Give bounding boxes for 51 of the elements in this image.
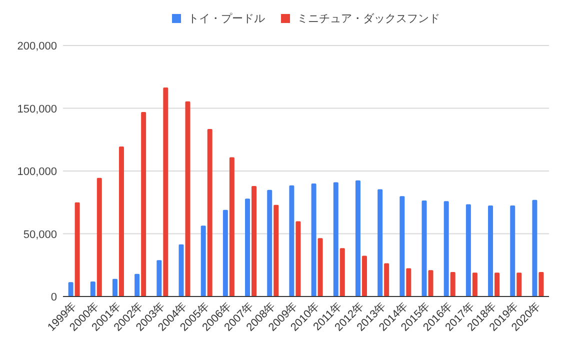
bar xyxy=(222,210,228,296)
bar xyxy=(200,226,206,296)
legend-label: ミニチュア・ダックスフンド xyxy=(297,13,440,25)
bar xyxy=(538,272,544,296)
bar xyxy=(355,180,360,296)
bar xyxy=(378,189,383,296)
y-tick-label: 100,000 xyxy=(17,166,57,178)
bar xyxy=(311,184,316,296)
legend-label: トイ・プードル xyxy=(188,12,265,25)
bar xyxy=(252,186,257,296)
bar xyxy=(340,248,345,296)
bar xyxy=(428,270,434,296)
bar xyxy=(229,157,234,296)
bar xyxy=(472,272,478,296)
bar xyxy=(267,190,272,296)
bar xyxy=(156,260,162,296)
bar xyxy=(112,278,118,296)
bar xyxy=(466,204,471,296)
bar xyxy=(90,281,96,296)
bar xyxy=(185,101,190,296)
y-tick-label: 0 xyxy=(50,292,57,304)
bar xyxy=(422,200,427,296)
bar xyxy=(494,272,500,296)
bar xyxy=(118,146,124,296)
y-tick-label: 200,000 xyxy=(17,40,57,52)
bar xyxy=(333,182,338,296)
bar xyxy=(532,200,538,296)
bar xyxy=(400,196,405,296)
bar xyxy=(207,128,212,296)
bar xyxy=(274,204,279,296)
bar xyxy=(488,206,494,296)
bar xyxy=(245,198,250,296)
y-tick-label: 150,000 xyxy=(17,103,57,116)
bar xyxy=(362,256,367,296)
bar xyxy=(444,201,449,296)
y-tick-label: 50,000 xyxy=(23,228,57,241)
bar xyxy=(141,112,146,296)
bar xyxy=(289,185,294,296)
bar xyxy=(384,263,390,296)
bar xyxy=(406,268,412,296)
bar xyxy=(163,88,168,296)
bar xyxy=(516,272,522,296)
bar xyxy=(74,202,80,296)
bar xyxy=(296,221,301,296)
bar xyxy=(96,178,102,296)
bar xyxy=(134,274,140,296)
bar xyxy=(178,244,184,296)
bar xyxy=(318,238,323,296)
bar xyxy=(510,206,516,296)
bar xyxy=(68,282,74,296)
bar xyxy=(450,272,456,296)
